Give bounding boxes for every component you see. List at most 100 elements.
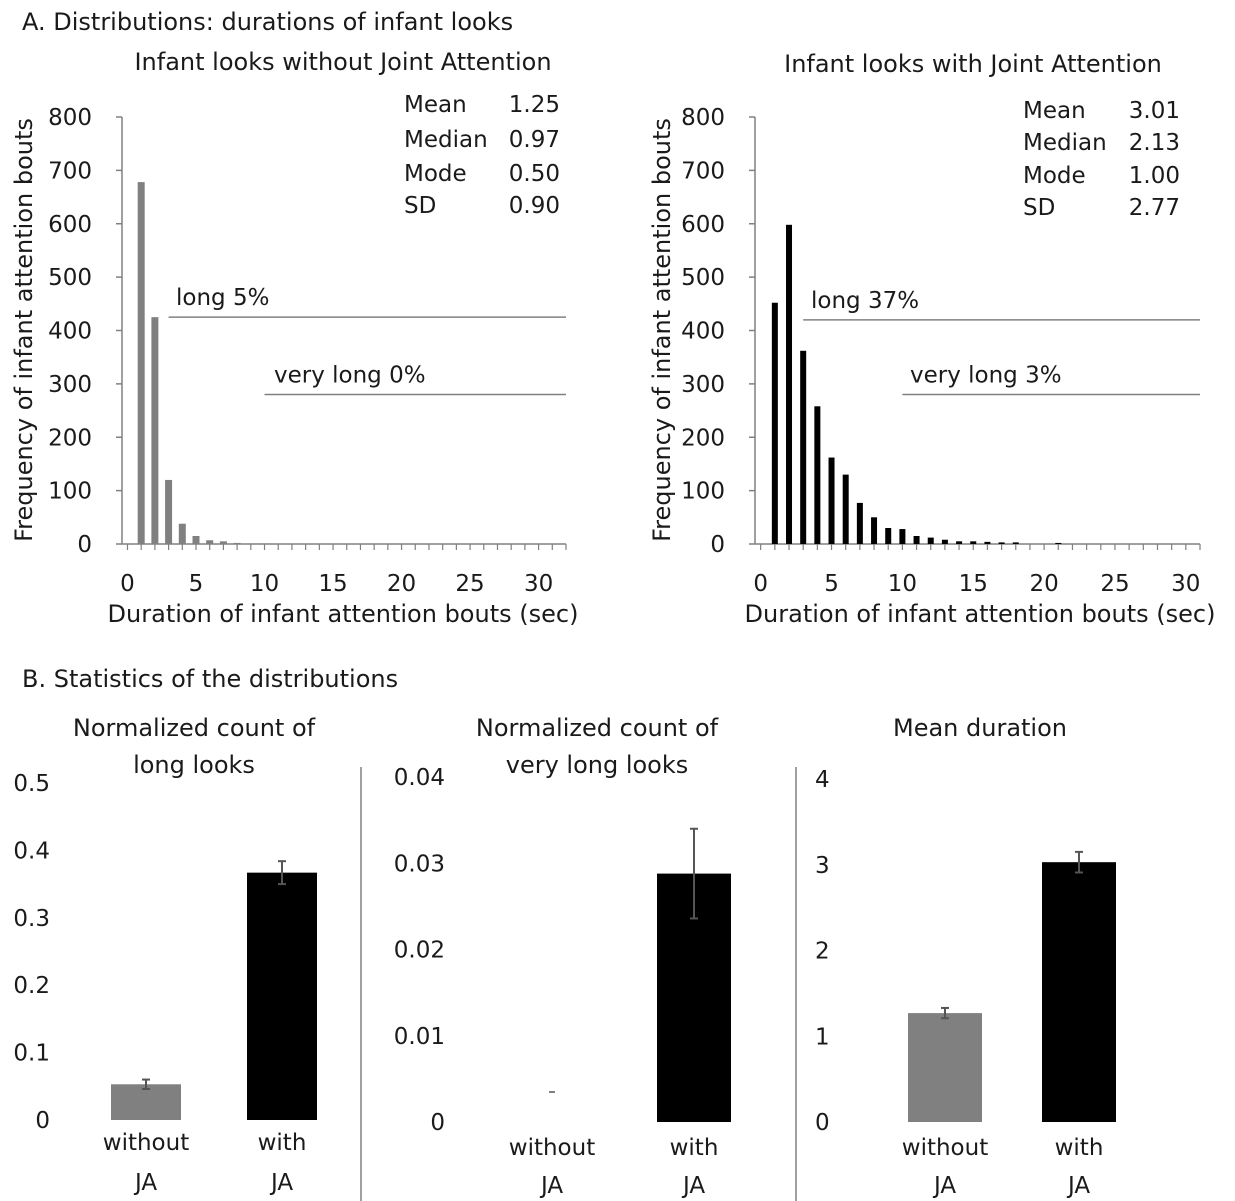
stat-value: 0.97 [509, 127, 560, 153]
annotation-label: very long 3% [910, 363, 1062, 389]
y-tick-label: 0.01 [394, 1024, 445, 1050]
y-tick-label: 0 [815, 1110, 830, 1136]
hist-bar [998, 542, 1005, 544]
stat-label: Mean [404, 92, 467, 118]
y-tick-label: 400 [681, 319, 725, 345]
y-axis-label: Frequency of infant attention bouts [648, 118, 676, 542]
y-tick-label: 0.1 [13, 1041, 50, 1067]
stat-value: 1.25 [509, 92, 560, 118]
annotation-label: long 37% [811, 288, 919, 314]
x-tick-label: 5 [824, 571, 839, 597]
y-tick-label: 800 [681, 105, 725, 131]
y-tick-label: 100 [48, 479, 92, 505]
stat-value: 0.90 [509, 193, 560, 219]
y-tick-label: 0 [77, 532, 92, 558]
y-tick-label: 0 [35, 1108, 50, 1134]
x-tick-label: 25 [455, 571, 484, 597]
y-tick-label: 0.04 [394, 765, 445, 791]
hist-bar [956, 541, 963, 544]
bar [908, 1013, 982, 1122]
hist-bar [1012, 542, 1019, 544]
stat-value: 2.13 [1129, 130, 1180, 156]
y-tick-label: 3 [815, 853, 830, 879]
y-axis-label: Frequency of infant attention bouts [10, 118, 38, 542]
bar-chart-title: very long looks [506, 751, 689, 779]
bar-chart-title: long looks [133, 751, 255, 779]
hist-bar [800, 350, 807, 544]
y-tick-label: 700 [48, 158, 92, 184]
category-label: JA [1066, 1173, 1090, 1199]
y-tick-label: 0 [430, 1110, 445, 1136]
hist-bar [885, 527, 892, 544]
category-label: JA [932, 1173, 956, 1199]
hist-bar [828, 457, 835, 544]
x-tick-label: 20 [387, 571, 416, 597]
category-label: with [258, 1130, 307, 1156]
hist-bar [192, 535, 200, 544]
hist-bar [814, 406, 821, 544]
category-label: JA [681, 1173, 705, 1199]
hist-bar [899, 529, 906, 544]
x-tick-label: 30 [1171, 571, 1200, 597]
category-label: with [670, 1135, 719, 1161]
y-tick-label: 200 [48, 425, 92, 451]
y-tick-label: 0.2 [13, 973, 50, 999]
hist-bar [786, 224, 793, 544]
y-tick-label: 200 [681, 425, 725, 451]
y-tick-label: 4 [815, 767, 830, 793]
stat-value: 3.01 [1129, 98, 1180, 124]
y-tick-label: 800 [48, 105, 92, 131]
x-tick-label: 0 [120, 571, 135, 597]
bar-chart-very-long-looks: Normalized count of very long looks 0 0.01 0… [394, 714, 731, 1199]
stat-label: Mode [404, 161, 467, 187]
bar [111, 1084, 181, 1120]
y-tick-label: 0 [710, 532, 725, 558]
category-label: JA [133, 1170, 157, 1196]
x-tick-label: 15 [959, 571, 988, 597]
y-tick-label: 1 [815, 1024, 830, 1050]
x-tick-label: 10 [250, 571, 279, 597]
stat-value: 1.00 [1129, 163, 1180, 189]
x-tick-label: 20 [1029, 571, 1058, 597]
stat-label: Median [404, 127, 488, 153]
hist-bar [233, 542, 241, 544]
hist-bar [178, 523, 186, 544]
category-label: JA [269, 1170, 293, 1196]
stat-label: Median [1023, 130, 1107, 156]
hist-bar [771, 302, 778, 544]
y-tick-label: 0.4 [13, 838, 50, 864]
hist-title: Infant looks without Joint Attention [134, 48, 551, 76]
x-tick-label: 15 [318, 571, 347, 597]
histogram-without-ja: Infant looks without Joint Attention Freq… [10, 48, 578, 628]
bar-chart-title: Normalized count of [73, 714, 316, 742]
hist-bar [261, 543, 269, 545]
hist-bar [984, 541, 991, 544]
stat-value: 2.77 [1129, 195, 1180, 221]
category-label: with [1055, 1135, 1104, 1161]
y-tick-label: 600 [681, 212, 725, 238]
hist-bar [151, 317, 159, 544]
section-a-title: A. Distributions: durations of infant lo… [22, 8, 513, 36]
y-tick-label: 2 [815, 939, 830, 965]
bar-chart-mean-duration: Mean duration 0 1 2 3 4 without JA with JA [815, 714, 1116, 1199]
y-tick-label: 500 [48, 265, 92, 291]
x-tick-label: 25 [1100, 571, 1129, 597]
stat-label: Mode [1023, 163, 1086, 189]
x-tick-label: 30 [524, 571, 553, 597]
hist-bar [913, 535, 920, 544]
y-tick-label: 0.03 [394, 851, 445, 877]
histogram-with-ja: Infant looks with Joint Attention Frequen… [648, 50, 1215, 628]
hist-bar [165, 479, 173, 544]
category-label: without [902, 1135, 988, 1161]
hist-bar [1055, 542, 1062, 544]
y-tick-label: 0.3 [13, 906, 50, 932]
x-tick-label: 0 [753, 571, 768, 597]
bar [247, 872, 317, 1120]
x-tick-label: 5 [189, 571, 204, 597]
annotation-label: very long 0% [274, 363, 426, 389]
bar-chart-long-looks: Normalized count of long looks 0 0.1 0.2 0.3 0… [13, 714, 317, 1196]
y-tick-label: 400 [48, 319, 92, 345]
stat-label: Mean [1023, 98, 1086, 124]
category-label: without [103, 1130, 189, 1156]
